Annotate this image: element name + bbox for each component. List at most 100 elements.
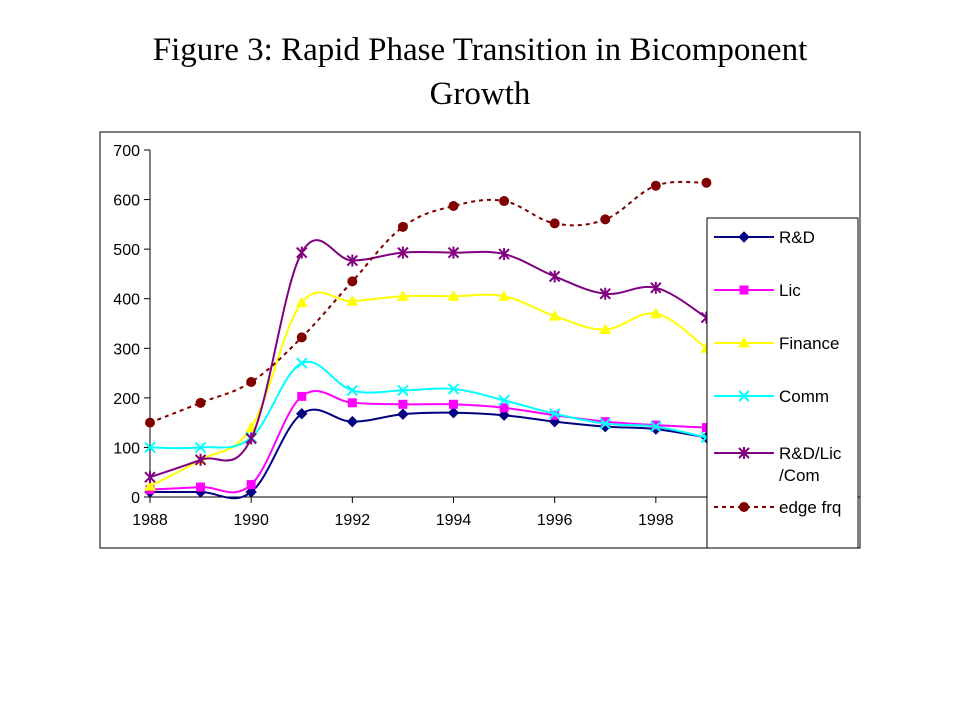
legend-box [706, 217, 859, 549]
data-point [498, 290, 510, 301]
legend-item: Finance [714, 334, 839, 353]
data-point [246, 376, 257, 387]
data-point [195, 397, 206, 408]
y-tick-label: 400 [113, 292, 140, 309]
chart-title-line2: Growth [429, 76, 531, 112]
data-point [600, 417, 610, 427]
legend-marker [738, 336, 750, 348]
data-point [346, 295, 359, 306]
data-point [245, 421, 258, 433]
legend-label: Lic [779, 281, 801, 300]
data-point [650, 281, 662, 294]
legend-marker [739, 285, 749, 295]
data-point [650, 420, 662, 433]
legend-item: edge frq [714, 498, 841, 517]
data-point [549, 218, 560, 229]
data-point [346, 384, 359, 397]
data-point [498, 394, 510, 407]
data-point [498, 409, 510, 421]
data-point [548, 408, 561, 420]
data-point [347, 398, 357, 408]
data-point [447, 290, 460, 301]
legend-label: R&D [779, 228, 815, 247]
data-point [194, 441, 207, 454]
data-point [246, 480, 256, 490]
data-point [398, 399, 408, 409]
data-point [347, 276, 358, 287]
x-tick-label: 1996 [537, 512, 573, 529]
legend: R&D Lic Finance Comm R&D/Lic/Com edge frq [706, 217, 859, 549]
chart-title-line1: Figure 3: Rapid Phase Transition in Bico… [152, 32, 808, 68]
data-point [600, 214, 611, 225]
legend-item: Lic [714, 281, 801, 300]
legend-label: Finance [779, 334, 839, 353]
y-tick-label: 600 [113, 193, 140, 210]
chart-title: Figure 3: Rapid Phase Transition in Bico… [0, 28, 960, 116]
data-point [144, 480, 156, 491]
legend-marker [738, 390, 750, 402]
data-point [548, 310, 561, 321]
data-point [296, 408, 308, 420]
y-tick-label: 200 [113, 391, 140, 408]
data-point [397, 384, 409, 397]
y-tick-label: 700 [113, 143, 140, 160]
y-tick-label: 500 [113, 242, 140, 259]
data-point [397, 221, 408, 232]
data-point [346, 415, 359, 428]
data-point [448, 201, 459, 212]
data-point [196, 482, 206, 492]
data-point [447, 246, 460, 259]
legend-label: Comm [779, 387, 829, 406]
data-point [649, 307, 662, 319]
legend-label: R&D/Lic [779, 444, 842, 463]
data-point [144, 441, 156, 454]
x-tick-label: 1988 [132, 512, 168, 529]
data-point [599, 287, 611, 300]
data-point [499, 196, 510, 207]
legend-label: edge frq [779, 498, 841, 517]
data-point [499, 403, 509, 413]
y-tick-label: 100 [113, 440, 140, 457]
x-tick-label: 1992 [335, 512, 371, 529]
data-point [599, 417, 611, 430]
data-point [245, 432, 257, 445]
data-point [297, 391, 307, 401]
x-tick-label: 1994 [436, 512, 472, 529]
data-point [599, 323, 612, 334]
data-point [701, 177, 712, 188]
data-point [397, 290, 409, 301]
x-tick-label: 1998 [638, 512, 674, 529]
series-5 [145, 177, 712, 428]
y-tick-label: 300 [113, 341, 140, 358]
data-point [145, 417, 155, 428]
y-tick-label: 0 [131, 490, 140, 507]
data-point [397, 246, 409, 259]
legend-marker [738, 447, 750, 459]
axes: 0 100 200 300 400 500 600 700 1988 1990 1992 1994 19… [113, 143, 860, 529]
data-point [245, 486, 257, 498]
data-point [548, 270, 561, 283]
data-point [194, 453, 207, 466]
data-point [144, 471, 156, 484]
data-point [447, 407, 460, 419]
legend-marker [739, 502, 749, 512]
legend-item: R&D [714, 228, 815, 247]
legend-marker [738, 231, 750, 243]
legend-item: R&D/Lic/Com [714, 444, 842, 485]
series-4 [144, 239, 713, 484]
data-point [397, 408, 409, 420]
data-point [498, 248, 510, 261]
data-point [296, 332, 307, 343]
data-point [296, 357, 308, 369]
data-point [650, 180, 661, 191]
legend-label: /Com [779, 466, 820, 485]
data-point [295, 296, 308, 308]
legend-item: Comm [714, 387, 829, 406]
data-point [346, 254, 359, 267]
data-point [447, 383, 460, 395]
data-point [449, 399, 458, 409]
data-point [651, 420, 661, 430]
series-layer [144, 177, 713, 500]
x-tick-label: 1990 [233, 512, 269, 529]
